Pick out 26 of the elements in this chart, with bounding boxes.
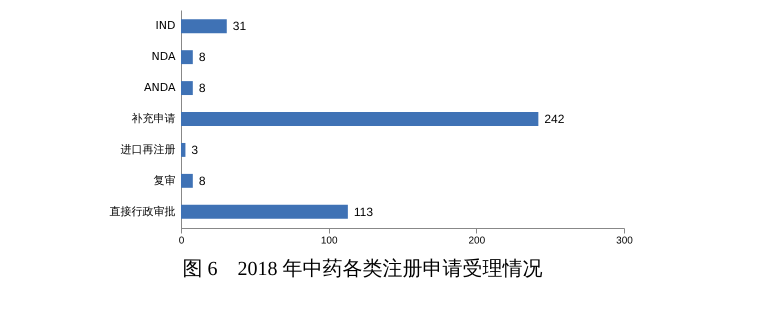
data-label: 8 [198, 81, 206, 96]
x-tick-label: 0 [178, 236, 185, 246]
data-label: 8 [198, 174, 206, 188]
x-tick-label: 300 [616, 236, 634, 246]
bar [181, 50, 193, 64]
bar [181, 112, 538, 126]
y-tick-label: ANDA [144, 81, 176, 94]
y-tick-label: NDA [151, 50, 176, 64]
bar [181, 142, 186, 157]
text: 图 6 2018 年中药各类注册申请受理情况 [182, 258, 542, 280]
data-label: 113 [354, 204, 374, 219]
y-tick-label: 进口再注册 [120, 142, 176, 156]
y-tick-label: 补充申请 [132, 112, 176, 125]
data-label: 31 [232, 19, 246, 34]
data-label: 3 [191, 142, 198, 157]
y-tick-label: 直接行政审批 [110, 204, 176, 218]
data-label: 8 [198, 50, 206, 64]
x-tick-label: 100 [320, 236, 338, 246]
data-label: 242 [544, 112, 565, 126]
y-tick-label: 复审 [154, 174, 176, 187]
bar [181, 204, 348, 219]
y-tick-label: IND [156, 19, 176, 32]
x-tick-label: 200 [468, 236, 486, 246]
bar [181, 81, 193, 96]
bar [181, 19, 227, 34]
bar [181, 174, 193, 188]
